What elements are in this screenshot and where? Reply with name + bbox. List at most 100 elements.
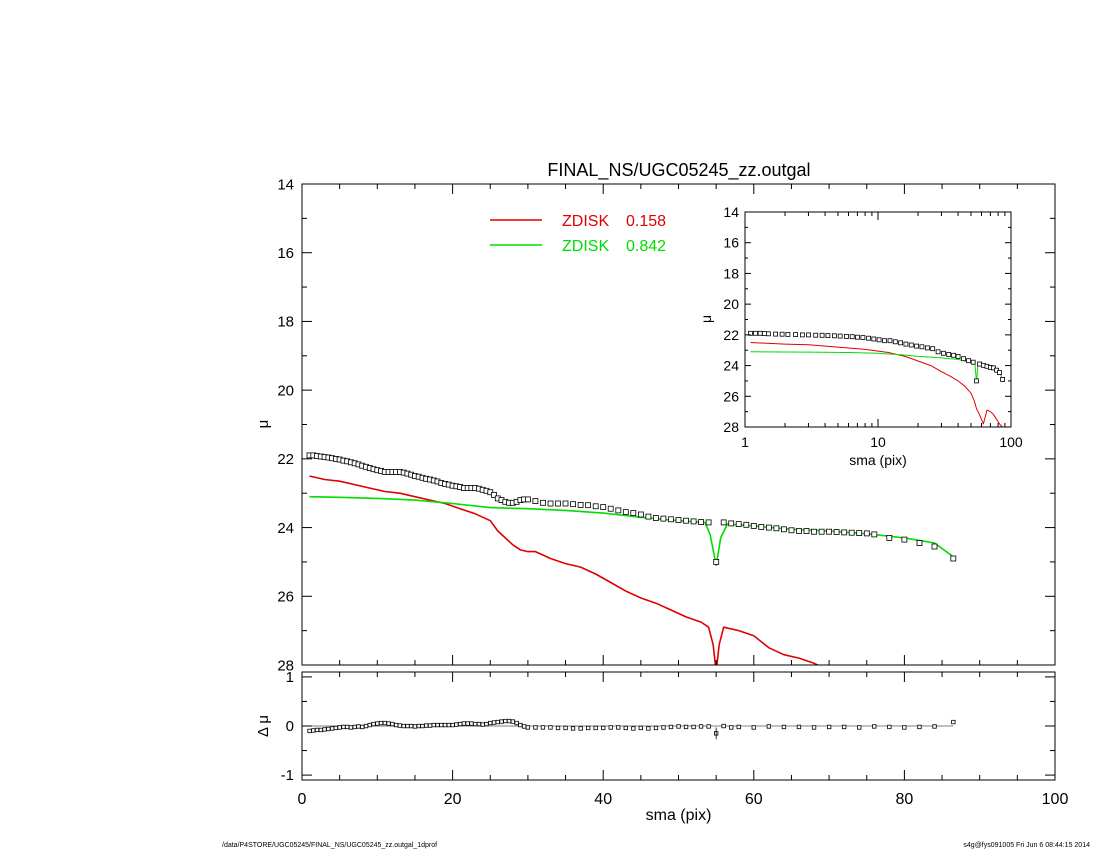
data-point	[856, 530, 863, 536]
residual-point	[461, 721, 467, 726]
residual-point	[439, 722, 444, 728]
residual-point	[454, 722, 459, 727]
inset-data-point	[930, 346, 936, 352]
residual-point	[405, 723, 410, 729]
residual-point	[446, 722, 452, 728]
residual-point	[631, 726, 636, 731]
residual-point	[326, 726, 331, 732]
inset-data-point	[773, 331, 778, 337]
residual-point	[683, 724, 689, 730]
data-point	[735, 521, 742, 527]
residual-point	[465, 721, 470, 726]
residual-point	[638, 725, 643, 731]
residual-point	[499, 719, 504, 724]
data-point	[638, 511, 644, 518]
residual-point	[484, 721, 489, 727]
inset-data-point	[946, 352, 952, 357]
residual-point	[480, 722, 485, 727]
residual-point	[318, 727, 324, 733]
main-ytick-label: 18	[277, 314, 294, 331]
residual-point	[314, 727, 320, 733]
residual-xtick-label: 0	[298, 791, 307, 808]
residual-point	[917, 724, 922, 730]
inset-data-point	[855, 334, 860, 340]
residual-point	[420, 723, 425, 729]
residual-point	[555, 725, 561, 731]
residual-point	[586, 725, 591, 731]
residual-point	[311, 728, 316, 733]
residual-point	[390, 721, 395, 727]
legend-label: ZDISK	[562, 238, 609, 255]
main-ytick-label: 14	[277, 176, 294, 193]
residual-point	[378, 720, 384, 726]
residual-point	[563, 725, 568, 731]
residual-point	[341, 724, 346, 730]
residual-point	[386, 721, 391, 726]
residual-point	[661, 725, 666, 730]
inset-xlabel: sma (pix)	[849, 452, 907, 468]
data-point	[683, 517, 689, 524]
residual-point	[333, 725, 339, 731]
inset-xtick-label: 100	[999, 434, 1023, 450]
data-point	[818, 528, 825, 535]
data-point	[743, 521, 750, 528]
residual-ytick-label: -1	[281, 767, 294, 784]
legend-value: 0.842	[626, 238, 666, 255]
residual-point	[811, 725, 817, 730]
inset-data-point	[766, 331, 771, 337]
residual-point	[450, 722, 455, 728]
inset-data-point	[866, 335, 871, 341]
data-point	[668, 516, 674, 523]
residual-point	[491, 720, 497, 725]
data-point	[491, 491, 497, 498]
residual-ylabel: Δ μ	[255, 715, 272, 737]
legend-value: 0.158	[626, 213, 666, 230]
inset-data-point	[753, 330, 758, 336]
inset-data-point	[832, 333, 837, 339]
residual-point	[416, 723, 421, 729]
residual-point	[476, 721, 482, 727]
residual-point	[371, 721, 376, 727]
residual-point	[548, 725, 553, 730]
residual-point	[729, 725, 734, 730]
residual-point	[382, 720, 388, 726]
residual-point	[506, 718, 512, 724]
data-point	[803, 528, 810, 534]
inset-data-point	[876, 337, 882, 343]
data-point	[675, 517, 682, 523]
inset-data-point	[860, 335, 866, 341]
residual-point	[329, 726, 335, 731]
residual-point	[706, 724, 711, 729]
residual-point	[469, 721, 474, 726]
data-point	[525, 496, 531, 503]
data-point	[690, 518, 697, 525]
residual-point	[322, 727, 327, 732]
residual-point	[533, 725, 538, 730]
chart-title: FINAL_NS/UGC05245_zz.outgal	[547, 160, 810, 181]
inset-ytick-label: 18	[723, 265, 739, 281]
residual-point	[766, 724, 771, 729]
inset-background	[745, 212, 1011, 427]
data-point	[645, 513, 652, 520]
data-point	[562, 500, 569, 507]
residual-point	[401, 723, 406, 729]
residual-point	[363, 723, 369, 729]
data-point	[540, 499, 546, 506]
main-ytick-label: 20	[277, 382, 294, 399]
residual-point	[857, 725, 862, 730]
residual-point	[393, 722, 399, 728]
residual-xtick-label: 40	[594, 791, 612, 808]
residual-point	[435, 722, 440, 728]
data-point	[863, 530, 870, 537]
data-point	[796, 528, 802, 534]
inset-ylabel: μ	[698, 315, 714, 323]
main-ylabel: μ	[255, 420, 272, 429]
data-point	[705, 519, 712, 526]
inset-ytick-label: 24	[723, 358, 739, 374]
data-point	[615, 507, 622, 514]
data-point	[532, 498, 539, 505]
residual-point	[653, 725, 659, 731]
main-ytick-label: 28	[277, 657, 294, 674]
inset-data-point	[785, 331, 791, 337]
